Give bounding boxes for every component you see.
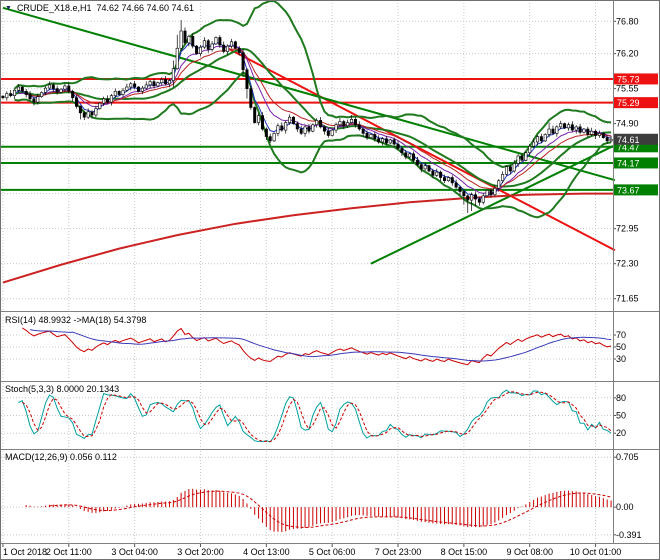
svg-text:0.00: 0.00 xyxy=(616,502,634,512)
price-axis-label: 76.80 xyxy=(616,16,639,26)
indicator-lines xyxy=(10,1,612,533)
symbol-dropdown-icon[interactable]: ▼ xyxy=(5,4,12,12)
svg-text:74.17: 74.17 xyxy=(617,158,640,168)
time-axis-label: 4 Oct 13:00 xyxy=(243,547,290,557)
price-axis-label: 72.95 xyxy=(616,224,639,234)
price-level-badge xyxy=(614,97,658,109)
ohlc-values: 74.62 74.66 74.60 74.61 xyxy=(96,3,195,13)
time-axis-label: 7 Oct 23:00 xyxy=(375,547,422,557)
time-axis-label: 1 Oct 2018 xyxy=(3,547,47,557)
svg-text:-0.391: -0.391 xyxy=(616,530,642,540)
chart-header: ▼ CRUDE_X18.e,H1 74.62 74.66 74.60 74.61 xyxy=(5,3,194,13)
svg-text:30: 30 xyxy=(616,354,626,364)
time-axis-label: 3 Oct 20:00 xyxy=(177,547,224,557)
price-level-badge xyxy=(614,133,658,145)
price-axis-label: 76.20 xyxy=(616,49,639,59)
time-axis-label: 10 Oct 01:00 xyxy=(570,547,622,557)
price-level-badge xyxy=(614,141,658,153)
price-level-badge xyxy=(614,184,658,196)
time-axis-label: 5 Oct 06:00 xyxy=(309,547,356,557)
price-level-badge xyxy=(614,73,658,85)
svg-text:70: 70 xyxy=(616,330,626,340)
price-axis-label: 75.55 xyxy=(616,84,639,94)
grid-lines xyxy=(1,3,613,542)
svg-text:73.67: 73.67 xyxy=(617,185,640,195)
price-axis-label: 71.65 xyxy=(616,294,639,304)
analysis-lines xyxy=(1,6,616,284)
svg-text:75.73: 75.73 xyxy=(617,74,640,84)
svg-text:75.29: 75.29 xyxy=(617,98,640,108)
svg-text:74.47: 74.47 xyxy=(617,142,640,152)
svg-text:50: 50 xyxy=(616,342,626,352)
price-axis-label: 72.30 xyxy=(616,259,639,269)
svg-text:0.705: 0.705 xyxy=(616,452,639,462)
stoch-indicator-label: Stoch(5,3,3) 8.0000 20.1343 xyxy=(5,384,120,394)
time-axis-label: 3 Oct 04:00 xyxy=(111,547,158,557)
rsi-indicator-label: RSI(14) 48.9932 ->MA(18) 54.3798 xyxy=(5,315,147,325)
price-axis-label: 74.90 xyxy=(616,119,639,129)
svg-text:20: 20 xyxy=(616,428,626,438)
time-axis-label: 9 Oct 08:00 xyxy=(506,547,553,557)
svg-text:50: 50 xyxy=(616,411,626,421)
svg-text:80: 80 xyxy=(616,393,626,403)
macd-indicator-label: MACD(12,26,9) 0.056 0.112 xyxy=(5,452,117,462)
time-axis-label: 8 Oct 15:00 xyxy=(441,547,488,557)
price-level-badge xyxy=(614,157,658,169)
svg-text:74.61: 74.61 xyxy=(617,135,640,145)
time-axis-label: 2 Oct 11:00 xyxy=(46,547,92,557)
candles-layer xyxy=(1,20,613,214)
symbol-timeframe-label: CRUDE_X18.e,H1 xyxy=(16,3,92,13)
price-badges: 75.73 75.29 74.47 74.17 73.67 74.61 xyxy=(614,73,658,196)
